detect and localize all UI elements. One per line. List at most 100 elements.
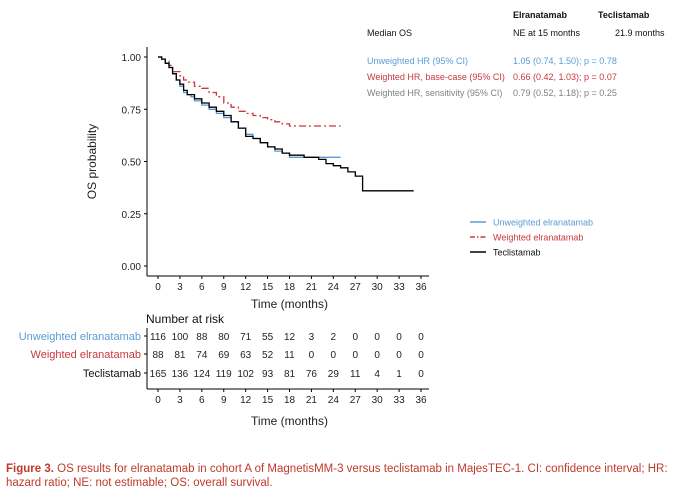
x-tick-label: 6 [199,282,205,293]
risk-count: 11 [284,350,295,361]
risk-x-tick-label: 15 [262,395,274,406]
risk-count: 0 [396,350,402,361]
stats-row-value: 1.05 (0.74, 1.50); p = 0.78 [513,56,617,66]
risk-x-axis-title: Time (months) [251,414,328,428]
legend-label: Weighted elranatamab [493,233,583,243]
risk-count: 69 [218,350,230,361]
risk-count: 55 [262,332,274,343]
x-tick-label: 9 [221,282,227,293]
stats-row-value: 0.66 (0.42, 1.03); p = 0.07 [513,72,617,82]
risk-table: Number at risk Unweighted elranatamab 11 6 1… [19,312,429,428]
risk-count: 29 [328,369,340,380]
risk-x-tick-label: 36 [415,395,427,406]
x-axis-title: Time (months) [251,297,328,311]
risk-count: 165 [150,369,167,380]
x-tick-label: 27 [350,282,362,293]
legend: Unweighted elranatamab Weighted elranatam… [470,218,593,258]
risk-count: 100 [172,332,189,343]
risk-count: 0 [418,332,424,343]
stats-row-label: Unweighted HR (95% CI) [367,56,468,66]
risk-count: 1 [396,369,402,380]
stats-row-label: Weighted HR, sensitivity (95% CI) [367,88,502,98]
stats-row-value: 21.9 months [615,28,665,38]
risk-row-label: Teclistamab [83,368,141,380]
km-plot: 0.000.250.500.751.000 3 6 9 12 15 18 21 24 27 30 33… [85,47,429,311]
stats-row-label: Median OS [367,28,412,38]
risk-x-tick-label: 21 [306,395,318,406]
risk-count: 63 [240,350,252,361]
risk-count: 0 [331,350,337,361]
risk-count: 71 [240,332,252,343]
risk-count: 0 [418,350,424,361]
risk-count: 88 [152,350,164,361]
stats-row-label: Weighted HR, base-case (95% CI) [367,72,505,82]
y-tick-label: 1.00 [122,53,142,64]
risk-x-tick-label: 18 [284,395,296,406]
risk-x-tick-label: 30 [372,395,384,406]
legend-label: Teclistamab [493,248,541,258]
risk-count: 81 [174,350,186,361]
x-tick-label: 12 [240,282,252,293]
y-tick-label: 0.25 [122,210,142,221]
risk-count: 76 [306,369,318,380]
y-axis-title: OS probability [85,124,99,199]
risk-count: 119 [216,369,232,380]
risk-count: 0 [374,332,380,343]
risk-count: 0 [352,350,358,361]
risk-x-tick-label: 27 [350,395,362,406]
risk-count: 0 [374,350,380,361]
risk-count: 4 [374,369,380,380]
risk-count: 0 [396,332,402,343]
risk-x-tick-label: 0 [155,395,161,406]
risk-count: 124 [193,369,210,380]
risk-count: 136 [172,369,189,380]
risk-count: 0 [352,332,358,343]
risk-count: 11 [350,369,361,380]
y-tick-label: 0.75 [122,105,142,116]
risk-count: 2 [331,332,337,343]
stats-table: Elranatamab Teclistamab Median OS NE at 15 … [367,10,665,98]
risk-count: 0 [418,369,424,380]
y-tick-label: 0.50 [122,158,142,169]
x-tick-label: 33 [394,282,406,293]
stats-header: Teclistamab [598,10,650,20]
risk-count: 88 [196,332,208,343]
stats-row-value: NE at 15 months [513,28,581,38]
x-tick-label: 30 [372,282,384,293]
x-tick-label: 21 [306,282,318,293]
caption-text: OS results for elranatamab in cohort A o… [6,463,668,489]
risk-count: 0 [309,350,315,361]
x-tick-label: 36 [415,282,427,293]
y-tick-label: 0.00 [122,262,142,273]
risk-x-tick-label: 33 [394,395,406,406]
x-tick-label: 15 [262,282,274,293]
risk-table-title: Number at risk [146,312,225,326]
risk-count: 3 [309,332,315,343]
x-tick-label: 24 [328,282,340,293]
stats-row-value: 0.79 (0.52, 1.18); p = 0.25 [513,88,617,98]
risk-x-tick-label: 12 [240,395,252,406]
x-tick-label: 18 [284,282,296,293]
risk-x-tick-label: 3 [177,395,183,406]
risk-x-tick-label: 6 [199,395,205,406]
series-line-unweighted-elranatamab [158,56,341,158]
x-tick-label: 3 [177,282,183,293]
figure-label: Figure 3. [6,463,54,475]
risk-x-tick-label: 24 [328,395,340,406]
risk-x-tick-label: 9 [221,395,227,406]
risk-count: 52 [262,350,274,361]
legend-label: Unweighted elranatamab [493,218,593,228]
risk-count: 102 [237,369,254,380]
x-tick-label: 0 [155,282,161,293]
risk-count: 93 [262,369,274,380]
risk-count: 12 [284,332,296,343]
stats-header: Elranatamab [513,10,568,20]
risk-count: 80 [218,332,230,343]
series-line-weighted-elranatamab [158,56,341,127]
risk-row-label: Unweighted elranatamab [19,331,141,343]
risk-count: 81 [284,369,296,380]
series-line-teclistamab [158,56,414,192]
risk-row-label: Weighted elranatamab [31,349,141,361]
figure-caption: Figure 3. OS results for elranatamab in … [6,462,671,490]
